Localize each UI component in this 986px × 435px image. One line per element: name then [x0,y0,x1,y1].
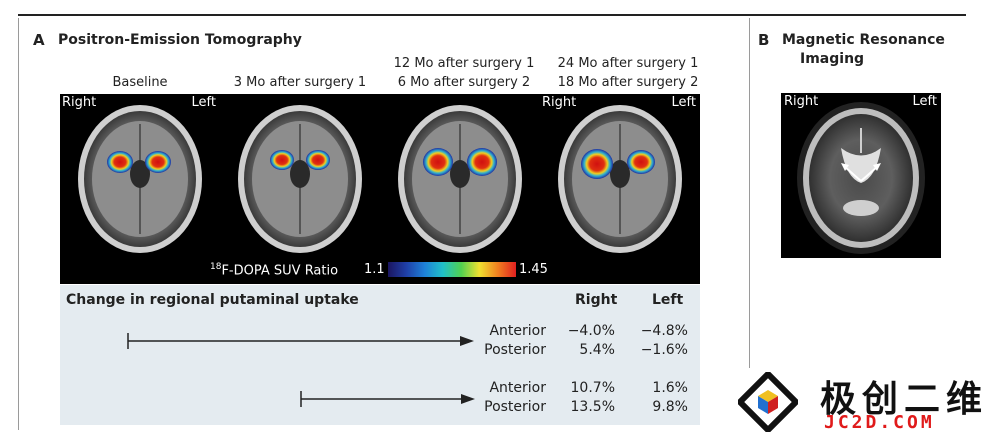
left-rule [18,18,19,430]
colorbar-row: 18F-DOPA SUV Ratio 1.1 1.45 [60,257,700,284]
pet-image-strip: Right Left [60,94,700,284]
label-left: Left [191,95,216,110]
table-row-left-value: −1.6% [640,342,688,358]
scan-header-line2: 18 Mo after surgery 2 [557,75,699,90]
scan-header-line2: Baseline [112,75,168,90]
uptake-table: Change in regional putaminal uptake Righ… [60,285,700,425]
mri-image: Right Left [781,93,941,258]
brain-pet-image [78,105,202,253]
scan-header-line2: 3 Mo after surgery 1 [233,75,367,90]
top-rule [18,14,966,16]
scan-header-line1: 12 Mo after surgery 1 [393,56,535,71]
scan-header-24mo: 24 Mo after surgery 1 18 Mo after surger… [548,54,708,92]
scan-header-12mo: 12 Mo after surgery 1 6 Mo after surgery… [384,54,544,92]
colorbar-max: 1.45 [519,262,548,277]
table-row-right-value: 10.7% [570,380,615,396]
colorbar-gradient [388,262,516,277]
table-row-left-value: 1.6% [652,380,688,396]
brain-pet-image [398,105,522,253]
pet-scan-24mo: Right Left [540,94,700,257]
table-row-region: Anterior [489,380,546,396]
panel-a-letter: A [33,31,45,49]
cube-logo-icon [738,372,798,432]
brain-pet-image [558,105,682,253]
scan-header-line1: 24 Mo after surgery 1 [557,56,699,71]
colorbar-label-text: F-DOPA SUV Ratio [221,263,339,279]
brain-mri-image [797,102,925,254]
panel-b-letter: B [758,31,770,49]
panel-b-title-line2: Imaging [800,51,865,67]
table-row-region: Posterior [484,342,546,358]
timeline-arrow-1 [127,333,474,349]
scan-header-3mo: 3 Mo after surgery 1 [218,54,382,92]
pet-scan-12mo [380,94,540,257]
panel-a-title: Positron-Emission Tomography [58,32,302,48]
table-row-left-value: −4.8% [640,323,688,339]
label-right: Right [784,94,819,109]
panel-b-title-line1: Magnetic Resonance [782,32,945,48]
label-right: Right [542,95,577,110]
scan-header-line1 [218,54,382,73]
watermark-logo: 极创二维 JC2D.COM [738,368,986,435]
scan-header-line1 [60,54,220,73]
label-left: Left [912,94,937,109]
table-row-right-value: 5.4% [579,342,615,358]
pet-scan-3mo [220,94,380,257]
watermark-domain: JC2D.COM [824,412,935,433]
label-left: Left [671,95,696,110]
colorbar-label: 18F-DOPA SUV Ratio [210,262,338,278]
brain-pet-image [238,105,362,253]
label-right: Right [62,95,97,110]
scan-header-line2: 6 Mo after surgery 2 [397,75,531,90]
table-row-right-value: −4.0% [567,323,615,339]
timeline-arrow-2 [300,391,475,407]
table-title: Change in regional putaminal uptake [66,292,359,308]
colorbar-label-isotope: 18 [210,262,222,272]
pet-scan-baseline: Right Left [60,94,220,257]
watermark-chinese: 极创二维 [820,379,986,420]
column-header-left: Left [652,292,684,308]
table-row-region: Posterior [484,399,546,415]
table-row-left-value: 9.8% [652,399,688,415]
scan-header-baseline: Baseline [60,54,220,92]
column-header-right: Right [575,292,618,308]
table-row-region: Anterior [489,323,546,339]
panel-divider [749,18,750,383]
table-row-right-value: 13.5% [570,399,615,415]
colorbar-min: 1.1 [364,262,385,277]
